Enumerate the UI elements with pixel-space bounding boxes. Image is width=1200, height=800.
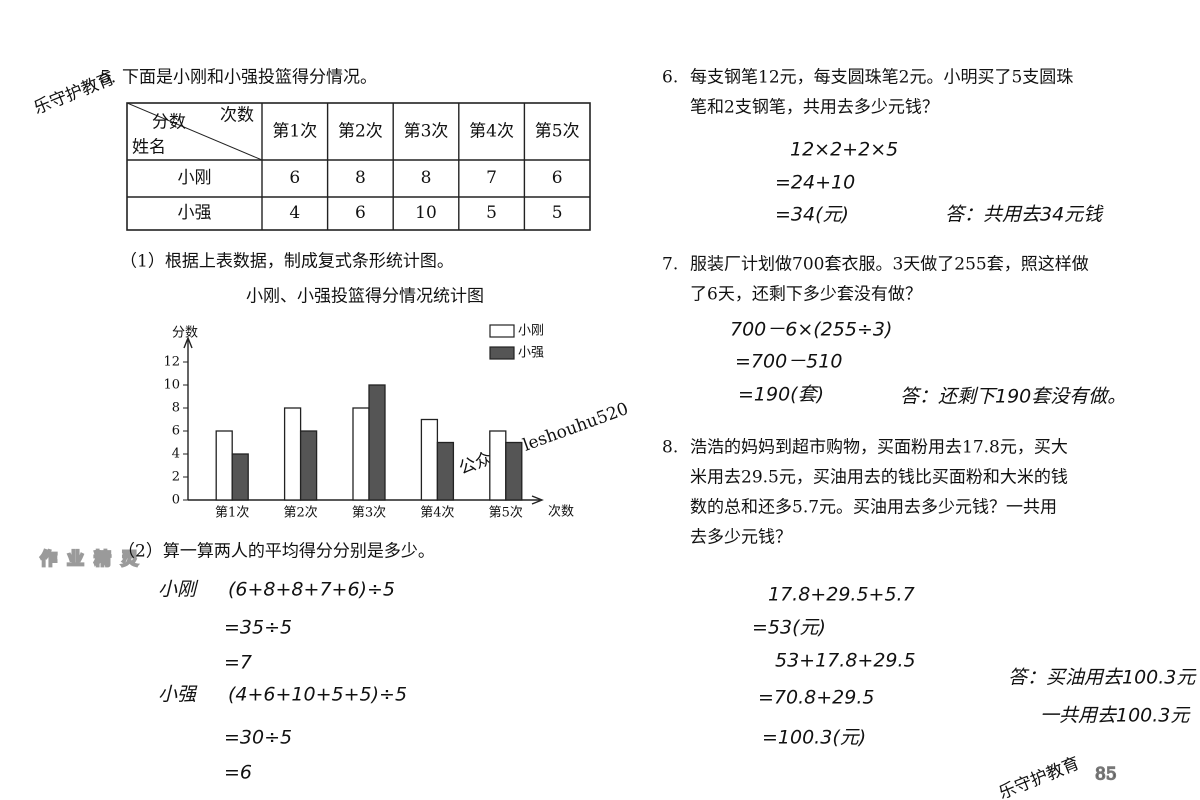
page-number: 85 <box>1095 765 1117 785</box>
y-tick-label: 12 <box>163 355 180 370</box>
table-corner: 姓名 <box>132 138 166 158</box>
work-line: (6+8+8+7+6)÷5 <box>228 579 395 601</box>
part-text: （2）算一算两人的平均得分分别是多少。 <box>118 542 435 562</box>
table-corner: 分数 <box>152 113 186 133</box>
table-diagonal <box>126 102 263 161</box>
table-cell: 6 <box>552 168 563 188</box>
x-tick-label: 第5次 <box>489 505 523 521</box>
answer-text: 答：还剩下190套没有做。 <box>900 386 1126 408</box>
chart-title: 小刚、小强投篮得分情况统计图 <box>246 287 484 307</box>
table-cell: 5 <box>486 203 497 223</box>
question-text: 下面是小刚和小强投篮得分情况。 <box>122 68 377 88</box>
table-corner: 次数 <box>220 106 254 126</box>
question-text: 服装厂计划做700套衣服。3天做了255套，照这样做 <box>690 255 1089 275</box>
axis-arrow <box>183 336 193 349</box>
answer-text: 答：共用去34元钱 <box>945 204 1104 226</box>
y-tick-label: 8 <box>172 401 180 416</box>
question-text: 笔和2支钢笔，共用去多少元钱？ <box>690 98 939 118</box>
work-line: =35÷5 <box>224 617 292 639</box>
table-cell: 7 <box>486 168 497 188</box>
work-line: =24+10 <box>775 172 855 194</box>
x-tick-label: 第3次 <box>352 505 386 521</box>
question-text: 了6天，还剩下多少套没有做？ <box>690 285 922 305</box>
x-tick-label: 第2次 <box>283 505 317 521</box>
table-cell: 5 <box>552 203 563 223</box>
table-header: 第3次 <box>404 122 449 142</box>
table-cell: 10 <box>415 203 437 223</box>
answer-label: 小强 <box>158 684 198 706</box>
bar <box>215 430 233 501</box>
bar <box>352 407 370 501</box>
legend-label: 小强 <box>518 346 544 361</box>
question-text: 每支钢笔12元，每支圆珠笔2元。小明买了5支圆珠 <box>690 68 1073 88</box>
work-line: 17.8+29.5+5.7 <box>768 584 915 606</box>
work-line: =7 <box>224 652 252 674</box>
legend-label: 小刚 <box>518 324 544 339</box>
table-header: 第5次 <box>535 122 580 142</box>
work-line: =700－510 <box>735 351 842 373</box>
answer-label: 小刚 <box>158 579 199 601</box>
table-cell: 4 <box>289 203 300 223</box>
question-number: 6. <box>662 68 678 88</box>
table-row-name: 小刚 <box>178 168 212 188</box>
work-line: =34(元) <box>775 204 849 226</box>
work-line: =70.8+29.5 <box>758 687 874 709</box>
y-tick-label: 4 <box>172 447 180 462</box>
table-border <box>126 102 591 231</box>
axis-arrow <box>531 495 544 505</box>
table-cell: 6 <box>355 203 366 223</box>
table-header: 第4次 <box>469 122 514 142</box>
bar <box>489 430 507 501</box>
table-cell: 8 <box>355 168 366 188</box>
y-tick-label: 10 <box>163 378 180 393</box>
y-tick-label: 2 <box>172 470 180 485</box>
table-cell: 6 <box>289 168 300 188</box>
question-text: 数的总和还多5.7元。买油用去多少元钱？一共用 <box>690 498 1057 518</box>
work-line: 12×2+2×5 <box>790 139 898 161</box>
watermark-big: 作业精灵 <box>40 549 148 570</box>
x-tick-label: 第1次 <box>215 505 249 521</box>
bar <box>368 384 386 501</box>
bar <box>231 453 249 501</box>
work-line: =6 <box>224 762 252 784</box>
y-axis-label: 分数 <box>172 326 198 341</box>
table-row-name: 小强 <box>178 203 212 223</box>
y-tick-label: 0 <box>172 493 180 508</box>
legend-swatch <box>489 324 515 338</box>
bar <box>299 430 318 501</box>
bar <box>420 418 439 501</box>
table-header: 第1次 <box>272 122 317 142</box>
question-text: 去多少元钱？ <box>690 528 792 548</box>
question-number: 5. <box>100 68 116 88</box>
y-tick-label: 6 <box>172 424 180 439</box>
question-text: 浩浩的妈妈到超市购物，买面粉用去17.8元，买大 <box>690 438 1068 458</box>
work-line: =30÷5 <box>224 727 292 749</box>
part-text: （1）根据上表数据，制成复式条形统计图。 <box>120 252 454 272</box>
bar <box>505 441 523 501</box>
x-tick-label: 第4次 <box>420 505 454 521</box>
bar <box>283 407 302 501</box>
answer-text: 一共用去100.3元 <box>1040 705 1191 727</box>
answer-text: 答：买油用去100.3元 <box>1008 667 1197 689</box>
bar <box>436 441 455 501</box>
work-line: =100.3(元) <box>762 727 866 749</box>
work-line: (4+6+10+5+5)÷5 <box>228 684 407 706</box>
table-header: 第2次 <box>338 122 383 142</box>
work-line: =53(元) <box>752 617 826 639</box>
question-text: 米用去29.5元，买油用去的钱比买面粉和大米的钱 <box>690 468 1068 488</box>
work-line: =190(套) <box>738 384 824 406</box>
work-line: 700－6×(255÷3) <box>730 319 892 341</box>
question-number: 7. <box>662 255 678 275</box>
table-cell: 8 <box>421 168 432 188</box>
legend-swatch <box>489 346 515 360</box>
x-axis-label: 次数 <box>548 504 574 520</box>
work-line: 53+17.8+29.5 <box>775 650 916 672</box>
question-number: 8. <box>662 438 678 458</box>
